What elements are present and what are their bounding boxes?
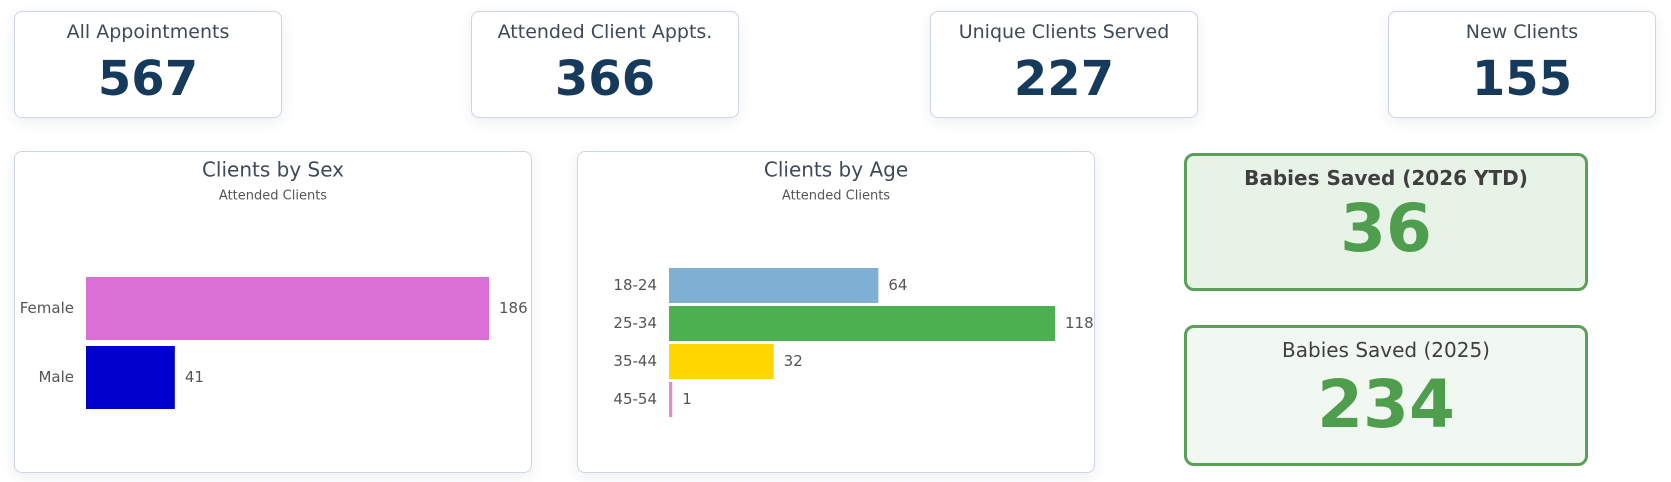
kpi-label: Attended Client Appts. <box>497 21 713 43</box>
highlight-value: 36 <box>1340 190 1432 267</box>
category-label: 18-24 <box>613 276 657 294</box>
kpi-value: 366 <box>554 51 656 107</box>
kpi-label: Unique Clients Served <box>958 21 1170 43</box>
highlight-label: Babies Saved (2025) <box>1282 338 1490 362</box>
bar <box>86 346 175 409</box>
chart-subtitle: Attended Clients <box>219 189 327 204</box>
value-label: 32 <box>784 352 803 370</box>
bar <box>86 277 489 340</box>
value-label: 64 <box>888 276 907 294</box>
value-label: 1 <box>682 390 692 408</box>
kpi-value: 155 <box>1471 51 1573 107</box>
bar <box>669 306 1055 341</box>
highlight-value: 234 <box>1317 366 1455 443</box>
kpi-card: Attended Client Appts. 366 <box>471 11 739 118</box>
highlight-label: Babies Saved (2026 YTD) <box>1244 166 1528 190</box>
chart-panel: Clients by Age Attended Clients 18-24 64 25-… <box>577 151 1095 473</box>
kpi-card: New Clients 155 <box>1388 11 1656 118</box>
kpi-value: 227 <box>1013 51 1115 107</box>
category-label: 35-44 <box>613 352 657 370</box>
chart-subtitle: Attended Clients <box>782 189 890 204</box>
bar <box>669 382 673 417</box>
chart: Clients by Sex Attended Clients Female 186 M… <box>20 158 528 409</box>
kpi-label: All Appointments <box>66 21 230 43</box>
value-label: 41 <box>185 368 204 386</box>
category-label: 25-34 <box>613 314 657 332</box>
bar <box>669 268 879 303</box>
chart-title: Clients by Sex <box>202 158 344 182</box>
chart: Clients by Age Attended Clients 18-24 64 25-… <box>613 158 1094 417</box>
highlight-card: Babies Saved (2025) 234 <box>1184 325 1588 466</box>
value-label: 118 <box>1065 314 1094 332</box>
kpi-label: New Clients <box>1465 21 1579 43</box>
category-label: Female <box>20 299 74 317</box>
kpi-card: All Appointments 567 <box>14 11 282 118</box>
category-label: 45-54 <box>613 390 657 408</box>
kpi-card: Unique Clients Served 227 <box>930 11 1198 118</box>
chart-title: Clients by Age <box>764 158 908 182</box>
chart-panel: Clients by Sex Attended Clients Female 186 M… <box>14 151 532 473</box>
value-label: 186 <box>499 299 528 317</box>
category-label: Male <box>38 368 74 386</box>
highlight-card: Babies Saved (2026 YTD) 36 <box>1184 153 1588 291</box>
bar <box>669 344 774 379</box>
kpi-value: 567 <box>97 51 199 107</box>
